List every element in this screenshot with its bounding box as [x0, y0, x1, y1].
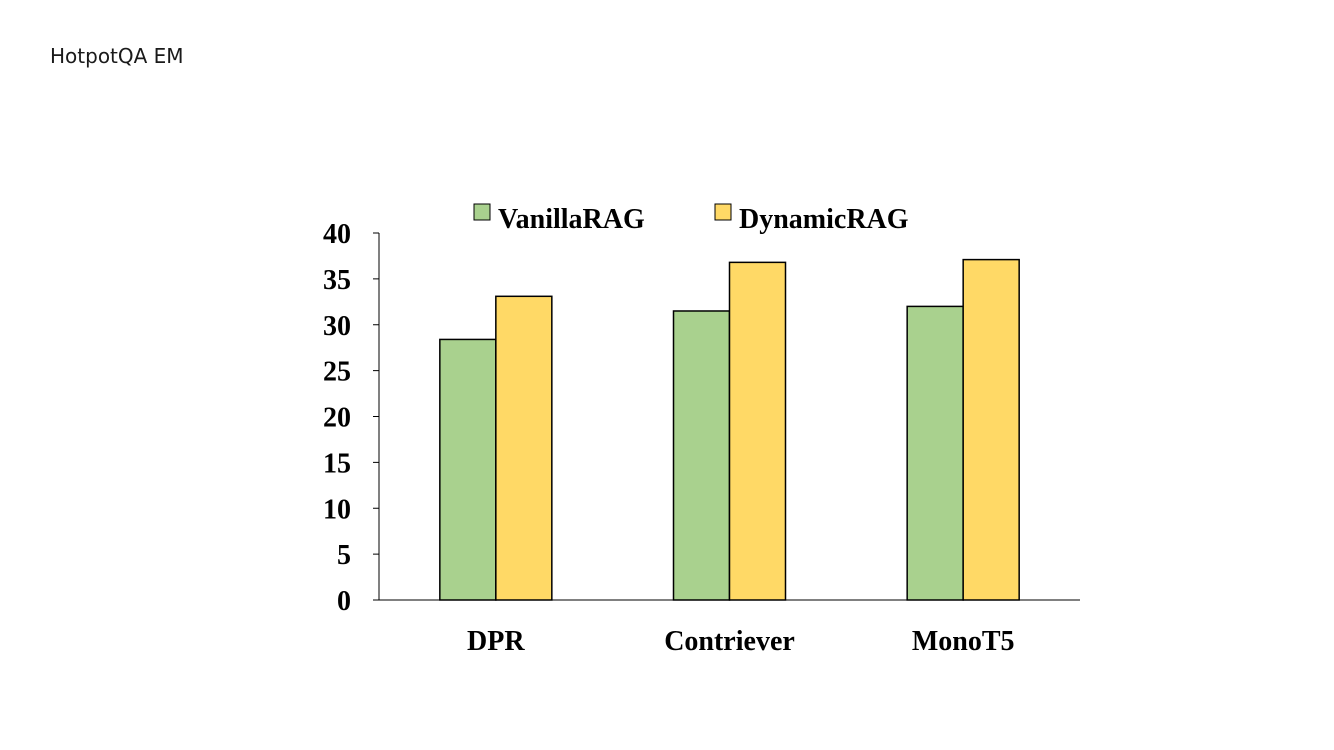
bar-vanillarag-contriever [672, 310, 731, 601]
page-label: HotpotQA EM [50, 44, 184, 68]
legend: VanillaRAG DynamicRAG [473, 203, 909, 235]
bars [439, 258, 1020, 601]
bar-vanillarag-dpr [439, 338, 497, 601]
x-category-label: DPR [467, 626, 525, 657]
x-category-label: Contriever [664, 626, 795, 657]
legend-swatch-dynamicrag [714, 203, 732, 221]
y-tick-label: 5 [337, 540, 351, 571]
x-category-label: MonoT5 [912, 626, 1015, 657]
y-tick-label: 35 [323, 265, 351, 296]
bar-vanillarag-monot5 [906, 305, 964, 601]
y-tick-label: 40 [323, 219, 351, 250]
bar-dynamicrag-contriever [728, 261, 787, 601]
legend-swatch-vanillarag [473, 203, 491, 221]
y-tick-label: 0 [337, 586, 351, 617]
bar-dynamicrag-monot5 [962, 258, 1020, 601]
y-tick-label: 30 [323, 311, 351, 342]
y-axis: 0 5 10 15 20 25 30 35 40 [323, 219, 380, 617]
bar-dynamicrag-dpr [495, 295, 553, 601]
legend-label-dynamicrag: DynamicRAG [739, 204, 909, 235]
legend-label-vanillarag: VanillaRAG [498, 204, 645, 235]
y-tick-label: 10 [323, 494, 351, 525]
y-tick-label: 25 [323, 357, 351, 388]
y-tick-label: 20 [323, 403, 351, 434]
y-tick-label: 15 [323, 448, 351, 479]
x-axis: DPR Contriever MonoT5 [379, 599, 1080, 657]
